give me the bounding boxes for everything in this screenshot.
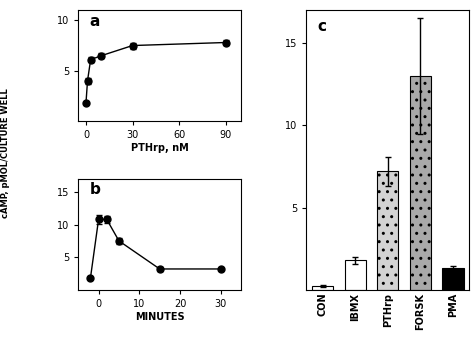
Bar <box>410 76 431 290</box>
Bar <box>442 268 464 290</box>
Bar <box>377 172 398 290</box>
Bar <box>345 260 366 290</box>
X-axis label: PTHrp, nM: PTHrp, nM <box>131 143 189 153</box>
Text: cAMP, pMOL/CULTURE WELL: cAMP, pMOL/CULTURE WELL <box>1 89 10 218</box>
Text: b: b <box>90 182 100 197</box>
X-axis label: MINUTES: MINUTES <box>135 312 184 322</box>
Text: c: c <box>318 19 327 34</box>
Bar <box>312 286 333 290</box>
Text: a: a <box>90 14 100 29</box>
